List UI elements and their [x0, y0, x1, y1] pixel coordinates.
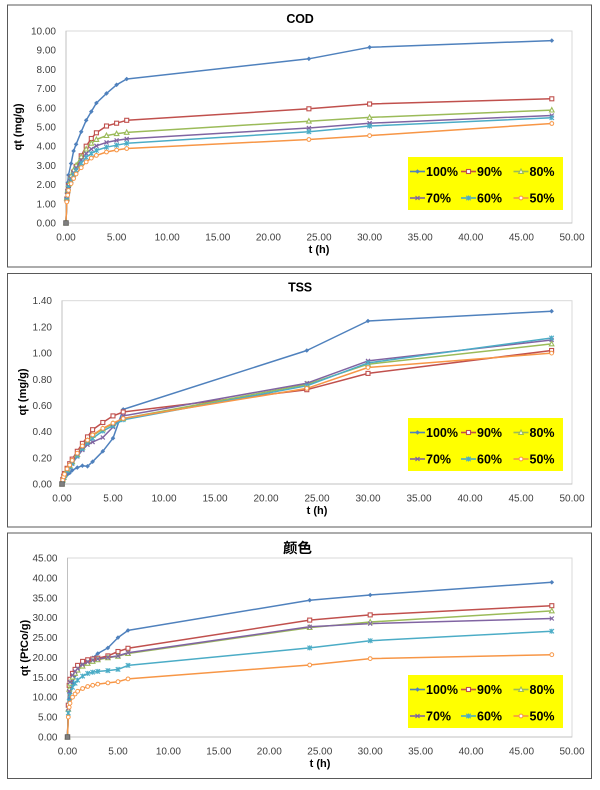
- svg-text:70%: 70%: [426, 710, 451, 724]
- svg-text:60%: 60%: [477, 453, 502, 467]
- svg-text:35.00: 35.00: [406, 494, 431, 505]
- svg-text:1.00: 1.00: [37, 199, 57, 210]
- svg-text:TSS: TSS: [288, 281, 312, 295]
- svg-text:1.40: 1.40: [33, 296, 53, 307]
- svg-text:5.00: 5.00: [37, 123, 57, 134]
- svg-text:45.00: 45.00: [509, 233, 534, 244]
- svg-text:50.00: 50.00: [559, 747, 584, 758]
- svg-text:2.00: 2.00: [37, 180, 57, 191]
- svg-text:90%: 90%: [477, 426, 502, 440]
- svg-text:70%: 70%: [426, 453, 451, 467]
- svg-text:8.00: 8.00: [37, 65, 57, 76]
- svg-text:30.00: 30.00: [355, 494, 380, 505]
- svg-text:20.00: 20.00: [253, 494, 278, 505]
- svg-text:15.00: 15.00: [32, 673, 57, 684]
- svg-text:40.00: 40.00: [458, 233, 483, 244]
- svg-text:100%: 100%: [426, 683, 458, 697]
- svg-text:0.00: 0.00: [33, 480, 53, 491]
- svg-text:45.00: 45.00: [509, 747, 534, 758]
- svg-text:0.00: 0.00: [52, 494, 72, 505]
- svg-text:50%: 50%: [530, 192, 555, 206]
- svg-text:0.00: 0.00: [56, 233, 76, 244]
- svg-text:5.00: 5.00: [38, 713, 58, 724]
- svg-text:60%: 60%: [477, 192, 502, 206]
- svg-text:30.00: 30.00: [32, 613, 57, 624]
- svg-text:1.00: 1.00: [33, 349, 53, 360]
- svg-text:5.00: 5.00: [103, 494, 123, 505]
- svg-text:60%: 60%: [477, 710, 502, 724]
- svg-text:6.00: 6.00: [37, 103, 57, 114]
- svg-text:10.00: 10.00: [156, 747, 181, 758]
- svg-text:0.00: 0.00: [58, 747, 78, 758]
- svg-text:25.00: 25.00: [307, 747, 332, 758]
- svg-text:50%: 50%: [530, 710, 555, 724]
- svg-text:45.00: 45.00: [32, 554, 57, 565]
- svg-text:5.00: 5.00: [108, 747, 128, 758]
- svg-text:COD: COD: [286, 12, 313, 26]
- svg-text:7.00: 7.00: [37, 84, 57, 95]
- svg-text:qt (PtCo/g): qt (PtCo/g): [19, 620, 31, 677]
- svg-text:30.00: 30.00: [358, 747, 383, 758]
- svg-text:9.00: 9.00: [37, 46, 57, 57]
- svg-text:t (h): t (h): [307, 505, 328, 517]
- svg-text:20.00: 20.00: [256, 233, 281, 244]
- svg-text:t (h): t (h): [310, 758, 331, 770]
- svg-text:t (h): t (h): [309, 244, 330, 256]
- svg-text:25.00: 25.00: [304, 494, 329, 505]
- svg-text:10.00: 10.00: [151, 494, 176, 505]
- svg-text:20.00: 20.00: [32, 653, 57, 664]
- svg-text:100%: 100%: [426, 165, 458, 179]
- svg-text:80%: 80%: [530, 165, 555, 179]
- svg-text:35.00: 35.00: [408, 233, 433, 244]
- svg-text:0.40: 0.40: [33, 427, 53, 438]
- svg-text:0.00: 0.00: [37, 219, 57, 230]
- svg-text:qt (mg/g): qt (mg/g): [13, 103, 25, 150]
- svg-text:40.00: 40.00: [457, 494, 482, 505]
- svg-text:qt (mg/g): qt (mg/g): [17, 368, 29, 415]
- svg-text:25.00: 25.00: [32, 633, 57, 644]
- svg-text:0.60: 0.60: [33, 401, 53, 412]
- svg-text:30.00: 30.00: [357, 233, 382, 244]
- svg-text:25.00: 25.00: [306, 233, 331, 244]
- svg-text:15.00: 15.00: [206, 747, 231, 758]
- svg-text:40.00: 40.00: [32, 573, 57, 584]
- svg-text:50%: 50%: [530, 453, 555, 467]
- svg-text:10.00: 10.00: [32, 693, 57, 704]
- svg-text:5.00: 5.00: [107, 233, 127, 244]
- svg-text:35.00: 35.00: [408, 747, 433, 758]
- svg-text:50.00: 50.00: [559, 494, 584, 505]
- svg-text:15.00: 15.00: [202, 494, 227, 505]
- svg-text:70%: 70%: [426, 192, 451, 206]
- svg-text:3.00: 3.00: [37, 161, 57, 172]
- svg-text:20.00: 20.00: [257, 747, 282, 758]
- svg-text:10.00: 10.00: [155, 233, 180, 244]
- svg-text:45.00: 45.00: [508, 494, 533, 505]
- svg-text:35.00: 35.00: [32, 593, 57, 604]
- svg-text:100%: 100%: [426, 426, 458, 440]
- svg-text:0.00: 0.00: [38, 733, 58, 744]
- svg-text:1.20: 1.20: [33, 322, 53, 333]
- svg-text:80%: 80%: [530, 426, 555, 440]
- svg-text:90%: 90%: [477, 683, 502, 697]
- svg-text:40.00: 40.00: [459, 747, 484, 758]
- svg-text:15.00: 15.00: [205, 233, 230, 244]
- svg-text:4.00: 4.00: [37, 142, 57, 153]
- svg-text:90%: 90%: [477, 165, 502, 179]
- svg-text:0.80: 0.80: [33, 375, 53, 386]
- svg-text:10.00: 10.00: [31, 27, 56, 38]
- svg-text:80%: 80%: [530, 683, 555, 697]
- svg-text:50.00: 50.00: [559, 233, 584, 244]
- svg-text:0.20: 0.20: [33, 453, 53, 464]
